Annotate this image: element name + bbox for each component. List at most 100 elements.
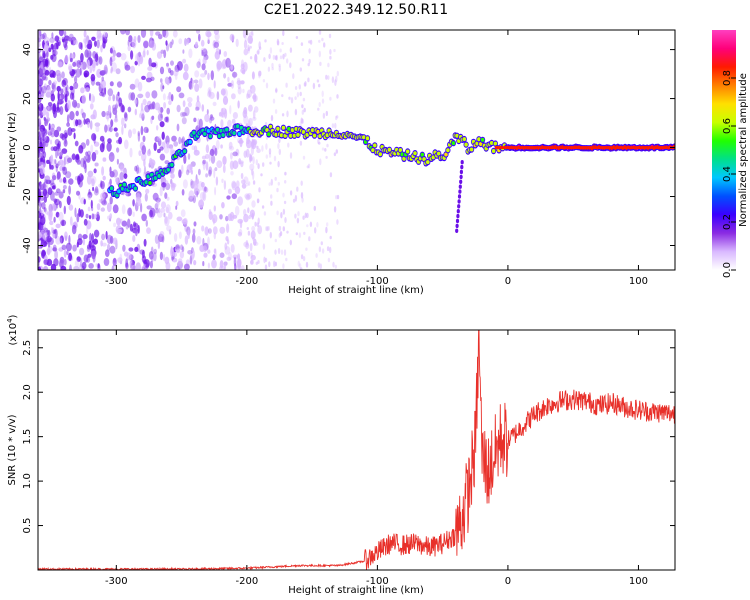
spectrogram-noise-mark <box>56 172 59 181</box>
spectrogram-noise-mark <box>164 216 168 224</box>
spectrogram-faint-mark <box>334 264 337 269</box>
spectrogram-noise-mark <box>192 228 196 235</box>
spectrogram-noise-mark <box>227 188 232 195</box>
spectrogram-noise-mark <box>214 147 218 156</box>
spectrogram-trace-mark <box>318 134 322 139</box>
spectrogram-noise-mark <box>61 166 66 171</box>
spectrogram-noise-mark <box>68 178 74 185</box>
spectrogram-faint-mark <box>295 232 298 236</box>
spectrogram-noise-mark <box>240 172 244 180</box>
spectrogram-faint-mark <box>271 62 274 69</box>
spectrogram-noise-mark <box>59 106 64 115</box>
spectrogram-noise-mark <box>201 225 205 232</box>
spectrogram-faint-mark <box>247 46 250 54</box>
spectrogram-noise-mark <box>202 261 205 267</box>
spectrogram-noise-mark <box>102 157 107 162</box>
spectrogram-noise-mark <box>157 113 163 122</box>
spectrogram-trace-mark <box>462 137 467 142</box>
spectrogram-noise-mark <box>47 247 51 256</box>
spectrogram-noise-mark <box>52 232 56 239</box>
spectrogram-faint-mark <box>300 42 304 46</box>
spectrogram-noise-mark <box>125 30 130 36</box>
spectrogram-noise-mark <box>139 113 142 119</box>
spectrogram-faint-mark <box>284 171 287 176</box>
spectrogram-trace-mark <box>446 148 450 153</box>
spectrogram-faint-mark <box>252 237 255 241</box>
spectrogram-noise-mark <box>213 205 216 212</box>
spectrogram-noise-mark <box>165 40 168 46</box>
spectrogram-noise-mark <box>55 149 58 159</box>
spectrogram-trace-mark <box>296 132 300 137</box>
spectrogram-faint-mark <box>279 231 283 237</box>
spectrogram-noise-mark <box>38 197 41 203</box>
spectrogram-noise-mark <box>128 129 132 139</box>
spectrogram-noise-mark <box>44 133 47 142</box>
spectrogram-noise-mark <box>195 41 198 48</box>
spectrogram-faint-mark <box>260 173 263 177</box>
spectrogram-noise-mark <box>56 85 61 92</box>
spectrogram-trace-mark <box>288 133 293 138</box>
spectrogram-noise-mark <box>54 250 58 260</box>
spectrogram-noise-mark <box>121 105 125 113</box>
spectrogram-noise-mark <box>90 93 95 104</box>
spectrogram-noise-mark <box>122 244 126 252</box>
spectrogram-noise-mark <box>44 136 50 144</box>
spectrogram-noise-mark <box>57 90 60 101</box>
spectrogram-faint-mark <box>274 109 278 114</box>
spectrogram-noise-mark <box>43 259 49 266</box>
spectrogram-noise-mark <box>119 171 124 181</box>
spectrogram-noise-mark <box>81 94 87 105</box>
spectrogram-noise-mark <box>102 40 106 49</box>
spectrogram-faint-mark <box>336 94 339 99</box>
spectrogram-noise-mark <box>54 159 57 165</box>
spectrogram-noise-mark <box>133 35 137 43</box>
spectrogram-noise-mark <box>41 85 47 94</box>
spectrogram-noise-mark <box>91 133 97 141</box>
spectrogram-noise-mark <box>74 140 79 147</box>
spectrogram-noise-mark <box>221 63 226 70</box>
spectrogram-noise-mark <box>39 66 46 76</box>
spectrogram-faint-mark <box>317 262 321 268</box>
spectrogram-noise-mark <box>159 121 165 128</box>
spectrogram-noise-mark <box>84 38 87 49</box>
spectrogram-noise-mark <box>90 176 97 184</box>
spectrogram-faint-mark <box>329 55 332 60</box>
spectrogram-faint-mark <box>270 114 274 122</box>
spectrogram-noise-mark <box>252 110 256 119</box>
spectrogram-noise-mark <box>85 213 89 219</box>
spectrogram-noise-mark <box>52 103 57 112</box>
spectrogram-noise-mark <box>204 186 207 192</box>
spectrogram-noise-mark <box>250 252 253 258</box>
spectrogram-noise-mark <box>50 190 55 201</box>
spectrogram-noise-mark <box>147 66 153 71</box>
spectrogram-noise-mark <box>223 51 228 57</box>
spectrogram-noise-mark <box>40 165 44 176</box>
spectrogram-faint-mark <box>256 198 260 204</box>
spectrogram-faint-mark <box>334 79 337 86</box>
spectrogram-noise-mark <box>42 213 46 223</box>
spectrogram-faint-mark <box>251 126 254 130</box>
spectrogram-noise-mark <box>40 229 46 239</box>
spectrogram-noise-mark <box>225 57 231 68</box>
spectrogram-noise-mark <box>198 78 203 89</box>
spectrogram-noise-mark <box>42 227 49 233</box>
spectrogram-noise-mark <box>117 91 120 97</box>
spectrogram-noise-mark <box>183 263 190 270</box>
spectrogram-noise-mark <box>47 229 51 237</box>
spectrogram-noise-mark <box>182 100 186 108</box>
spectrogram-faint-mark <box>297 260 300 267</box>
spectrogram-noise-mark <box>110 68 113 74</box>
spectrogram-noise-mark <box>227 76 230 83</box>
spectrogram-trace-mark <box>166 167 171 172</box>
spectrogram-noise-mark <box>204 153 210 160</box>
spectrogram-noise-mark <box>180 244 184 251</box>
spectrogram-noise-mark <box>47 104 50 111</box>
spectrogram-faint-mark <box>313 205 316 211</box>
spectrogram-noise-mark <box>175 200 179 207</box>
spectrogram-noise-mark <box>187 101 192 108</box>
spectrogram-noise-mark <box>143 41 149 49</box>
spectrogram-noise-mark <box>175 265 180 270</box>
spectrogram-faint-mark <box>292 198 296 203</box>
spectrogram-noise-mark <box>166 225 172 232</box>
spectrogram-noise-mark <box>156 51 163 59</box>
